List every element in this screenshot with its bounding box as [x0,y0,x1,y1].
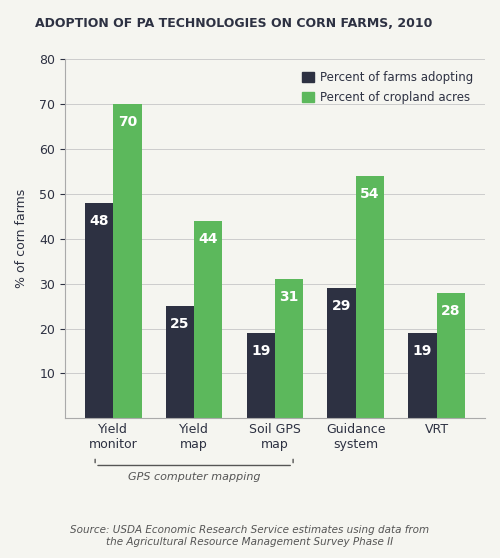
Bar [85,203,114,418]
Bar [166,306,194,418]
Text: ADOPTION OF PA TECHNOLOGIES ON CORN FARMS, 2010: ADOPTION OF PA TECHNOLOGIES ON CORN FARM… [35,17,432,30]
Bar [436,292,465,418]
Bar [246,333,275,418]
Text: 54: 54 [360,187,380,201]
Text: 70: 70 [118,115,137,129]
Text: 19: 19 [412,344,432,358]
Text: Source: USDA Economic Research Service estimates using data from
the Agricultura: Source: USDA Economic Research Service e… [70,525,430,547]
Bar [356,176,384,418]
Bar [275,279,303,418]
Bar [114,104,141,419]
Text: 25: 25 [170,318,190,331]
Text: GPS computer mapping: GPS computer mapping [128,472,260,482]
Legend: Percent of farms adopting, Percent of cropland acres: Percent of farms adopting, Percent of cr… [296,65,479,110]
Bar [408,333,436,418]
Bar [328,288,355,418]
Text: 44: 44 [198,232,218,246]
Y-axis label: % of corn farms: % of corn farms [15,189,28,288]
Text: 29: 29 [332,299,351,314]
Text: 28: 28 [441,304,460,318]
Text: 19: 19 [251,344,270,358]
Bar [194,221,222,418]
Text: 31: 31 [280,290,298,304]
Text: 48: 48 [90,214,109,228]
